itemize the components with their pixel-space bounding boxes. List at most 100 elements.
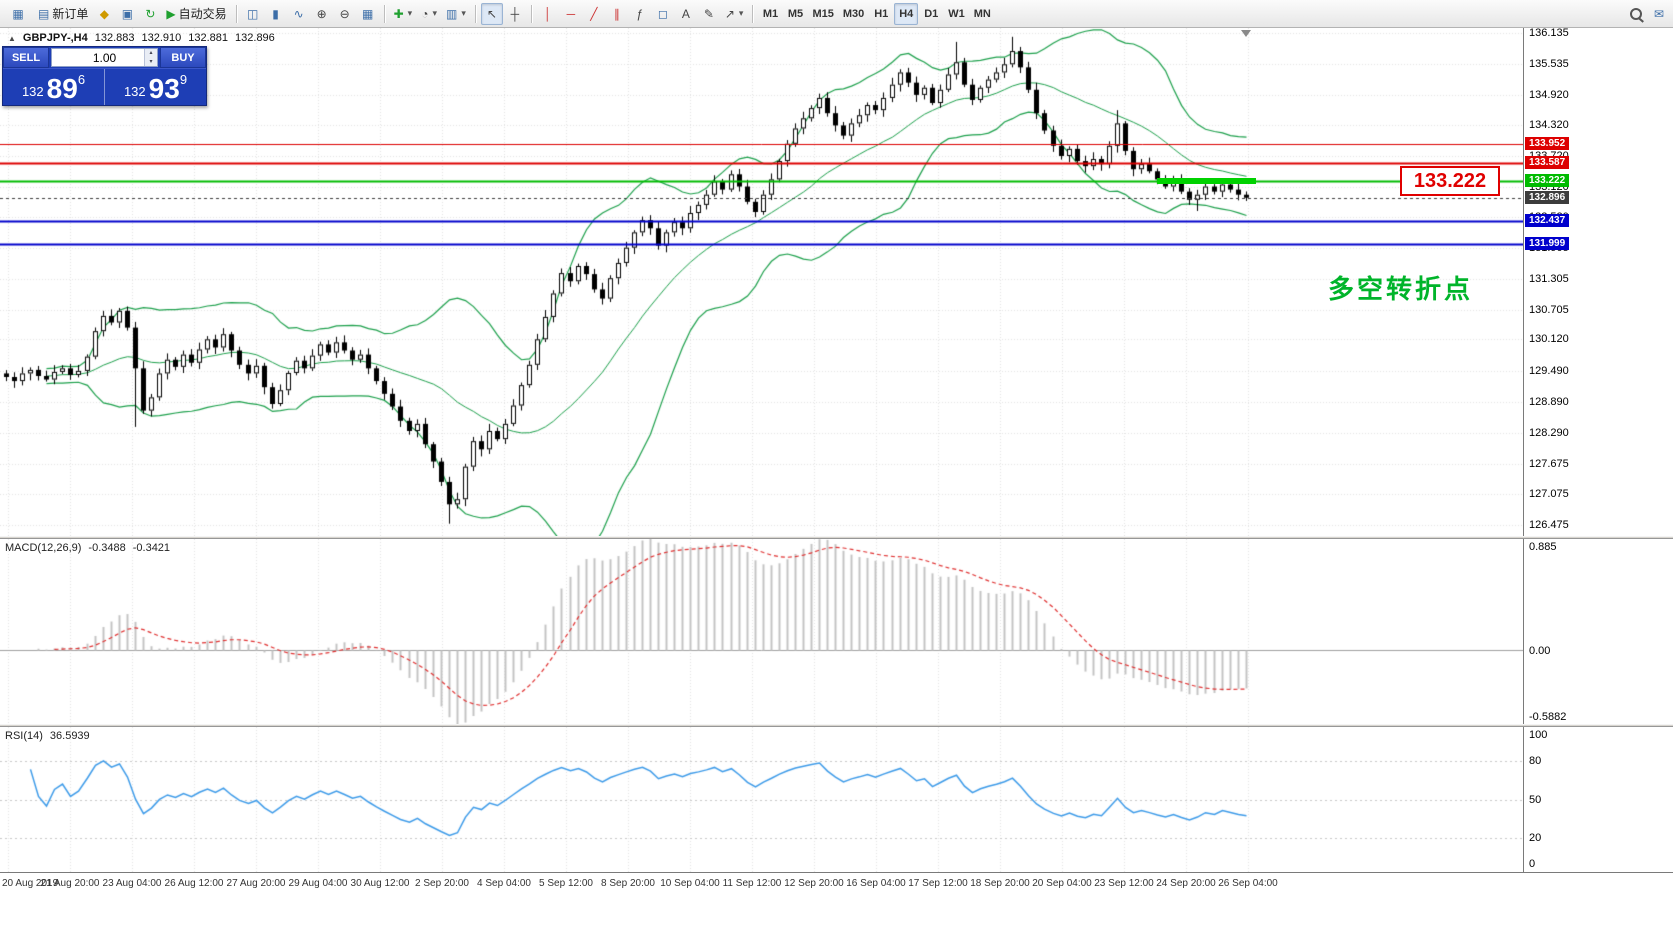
zoom-in-button[interactable]: ⊕ (311, 3, 333, 25)
rsi-value: 36.5939 (49, 730, 90, 742)
timeframe-h4-button[interactable]: H4 (894, 2, 919, 25)
arrows-tool-button[interactable]: ↗ ▾ (721, 3, 748, 25)
horizontal-line-tool-button[interactable]: ─ (560, 3, 582, 25)
text-label-tool-button[interactable]: ✎ (698, 3, 720, 25)
zoom-out-button[interactable]: ⊖ (334, 3, 356, 25)
sell-price[interactable]: 132 89 6 (3, 69, 104, 105)
time-axis[interactable]: 20 Aug 2019 21 Aug 20:00 23 Aug 04:00 26 Au… (0, 872, 1673, 895)
time-axis-label: 5 Sep 12:00 (539, 878, 593, 889)
turning-point-annotation[interactable]: 多空转折点 (1328, 274, 1474, 304)
autotrading-icon: ▶ (166, 6, 176, 21)
crosshair-tool-button[interactable]: ┼ (504, 3, 526, 25)
volume-field[interactable]: 1.00 ▴ ▾ (51, 48, 158, 67)
buy-price-point: 9 (179, 72, 188, 87)
autotrading-button[interactable]: ▶ 自动交易 (162, 3, 230, 25)
timeframe-w1-button[interactable]: W1 (944, 3, 969, 25)
cursor-tool-button[interactable]: ↖ (480, 2, 503, 25)
chart-window-button[interactable]: ▣ (116, 3, 138, 25)
timeframe-d1-button[interactable]: D1 (919, 3, 943, 25)
price-axis-label: 134.920 (1529, 88, 1569, 101)
timeframe-m1-button[interactable]: M1 (758, 3, 782, 25)
candlestick-chart-button[interactable]: ▮ (265, 3, 287, 25)
tile-windows-icon: ▦ (361, 6, 374, 21)
refresh-button[interactable]: ↻ (139, 3, 161, 25)
buy-price-base: 132 (123, 83, 146, 99)
panel-splitter[interactable] (0, 536, 1673, 539)
rsi-indicator-canvas[interactable] (0, 727, 1523, 872)
timeframe-m30-button[interactable]: M30 (839, 3, 868, 25)
template-icon: ▥ (445, 6, 458, 21)
one-click-trading-widget: SELL 1.00 ▴ ▾ BUY 132 89 6 132 93 9 (2, 46, 207, 106)
channel-tool-button[interactable]: ∥ (606, 3, 628, 25)
timeframe-h1-button[interactable]: H1 (869, 3, 893, 25)
volume-up-button[interactable]: ▴ (145, 49, 157, 58)
line-chart-button[interactable]: ∿ (288, 3, 310, 25)
time-axis-label: 18 Sep 20:00 (970, 878, 1030, 889)
price-axis-label: 0.00 (1529, 644, 1551, 657)
price-axis-label: 100 (1529, 729, 1548, 741)
fibonacci-tool-button[interactable]: ƒ (629, 3, 651, 25)
trendline-icon: ╱ (590, 6, 598, 21)
price-axis-label: 127.075 (1529, 488, 1569, 501)
time-axis-label: 20 Aug 2019 (2, 878, 59, 889)
bottom-margin (0, 894, 1673, 951)
arrow-icon: ↗ (724, 6, 735, 21)
bar-chart-icon: ◫ (246, 6, 259, 21)
zoom-in-icon: ⊕ (316, 6, 327, 21)
trendline-tool-button[interactable]: ╱ (583, 3, 605, 25)
price-callout-label[interactable]: 133.222 (1400, 166, 1500, 197)
time-axis-label: 8 Sep 20:00 (601, 878, 655, 889)
symbol-label: GBPJPY-,H4 (22, 32, 88, 44)
candlestick-chart-icon: ▮ (272, 6, 279, 21)
macd-indicator-canvas[interactable] (0, 539, 1523, 724)
pencil-icon: ✎ (703, 6, 714, 21)
sell-price-base: 132 (21, 83, 44, 99)
buy-price[interactable]: 132 93 9 (104, 69, 206, 105)
shapes-tool-button[interactable]: ◻ (652, 3, 674, 25)
vertical-line-tool-button[interactable]: │ (537, 3, 559, 25)
toolbar-separator (383, 4, 385, 23)
indicators-button[interactable]: ✚ ▾ (390, 3, 417, 25)
price-axis-label: 130.705 (1529, 303, 1569, 316)
search-button[interactable] (1625, 3, 1647, 25)
chat-button[interactable]: ✉ (1648, 3, 1670, 25)
time-axis-label: 27 Aug 20:00 (226, 878, 286, 889)
volume-down-button[interactable]: ▾ (145, 57, 157, 66)
templates-button[interactable]: ▥ ▾ (442, 3, 470, 25)
trade-controls-row: SELL 1.00 ▴ ▾ BUY (3, 47, 206, 68)
toolbar-separator (235, 4, 237, 23)
bar-chart-button[interactable]: ◫ (242, 3, 264, 25)
sell-button[interactable]: SELL (3, 47, 49, 68)
panel-splitter[interactable] (0, 724, 1673, 727)
price-axis-label: 50 (1529, 793, 1542, 806)
text-tool-button[interactable]: A (675, 3, 697, 25)
shapes-icon: ◻ (657, 6, 668, 21)
price-axis-label: 136.135 (1529, 27, 1569, 39)
sell-price-pips: 89 (46, 72, 78, 104)
price-axis-label: 134.320 (1529, 119, 1569, 132)
periods-button[interactable]: ◔ ▾ (417, 3, 441, 25)
price-axis-label: 0.885 (1529, 541, 1557, 553)
price-axis[interactable]: 136.135135.535134.920134.320133.720133.1… (1523, 27, 1673, 872)
volume-value: 1.00 (92, 50, 117, 65)
text-tool-icon: A (681, 6, 690, 21)
new-order-button[interactable]: ▤ 新订单 (34, 3, 92, 25)
dropdown-arrow-icon: ▾ (738, 8, 744, 18)
hotkeys-button[interactable]: ◆ (93, 3, 115, 25)
timeframe-mn-button[interactable]: MN (970, 3, 995, 25)
low-value: 132.881 (188, 32, 229, 44)
time-axis-label: 30 Aug 12:00 (350, 878, 410, 889)
buy-button[interactable]: BUY (160, 47, 206, 68)
timeframe-m5-button[interactable]: M5 (783, 3, 807, 25)
price-chart-canvas[interactable] (0, 28, 1523, 536)
chart-window-icon: ▣ (121, 6, 134, 21)
tile-windows-button[interactable]: ▦ (357, 3, 379, 25)
time-axis-label: 26 Aug 12:00 (164, 878, 224, 889)
price-level-tag: 132.437 (1525, 214, 1570, 228)
time-axis-label: 16 Sep 04:00 (846, 878, 906, 889)
timeframe-m15-button[interactable]: M15 (808, 3, 837, 25)
toolbar-separator (474, 4, 476, 23)
green-trend-segment[interactable] (1157, 178, 1256, 185)
one-click-toggle[interactable]: ▲ (8, 33, 16, 43)
new-order-label: 新订单 (52, 7, 89, 21)
